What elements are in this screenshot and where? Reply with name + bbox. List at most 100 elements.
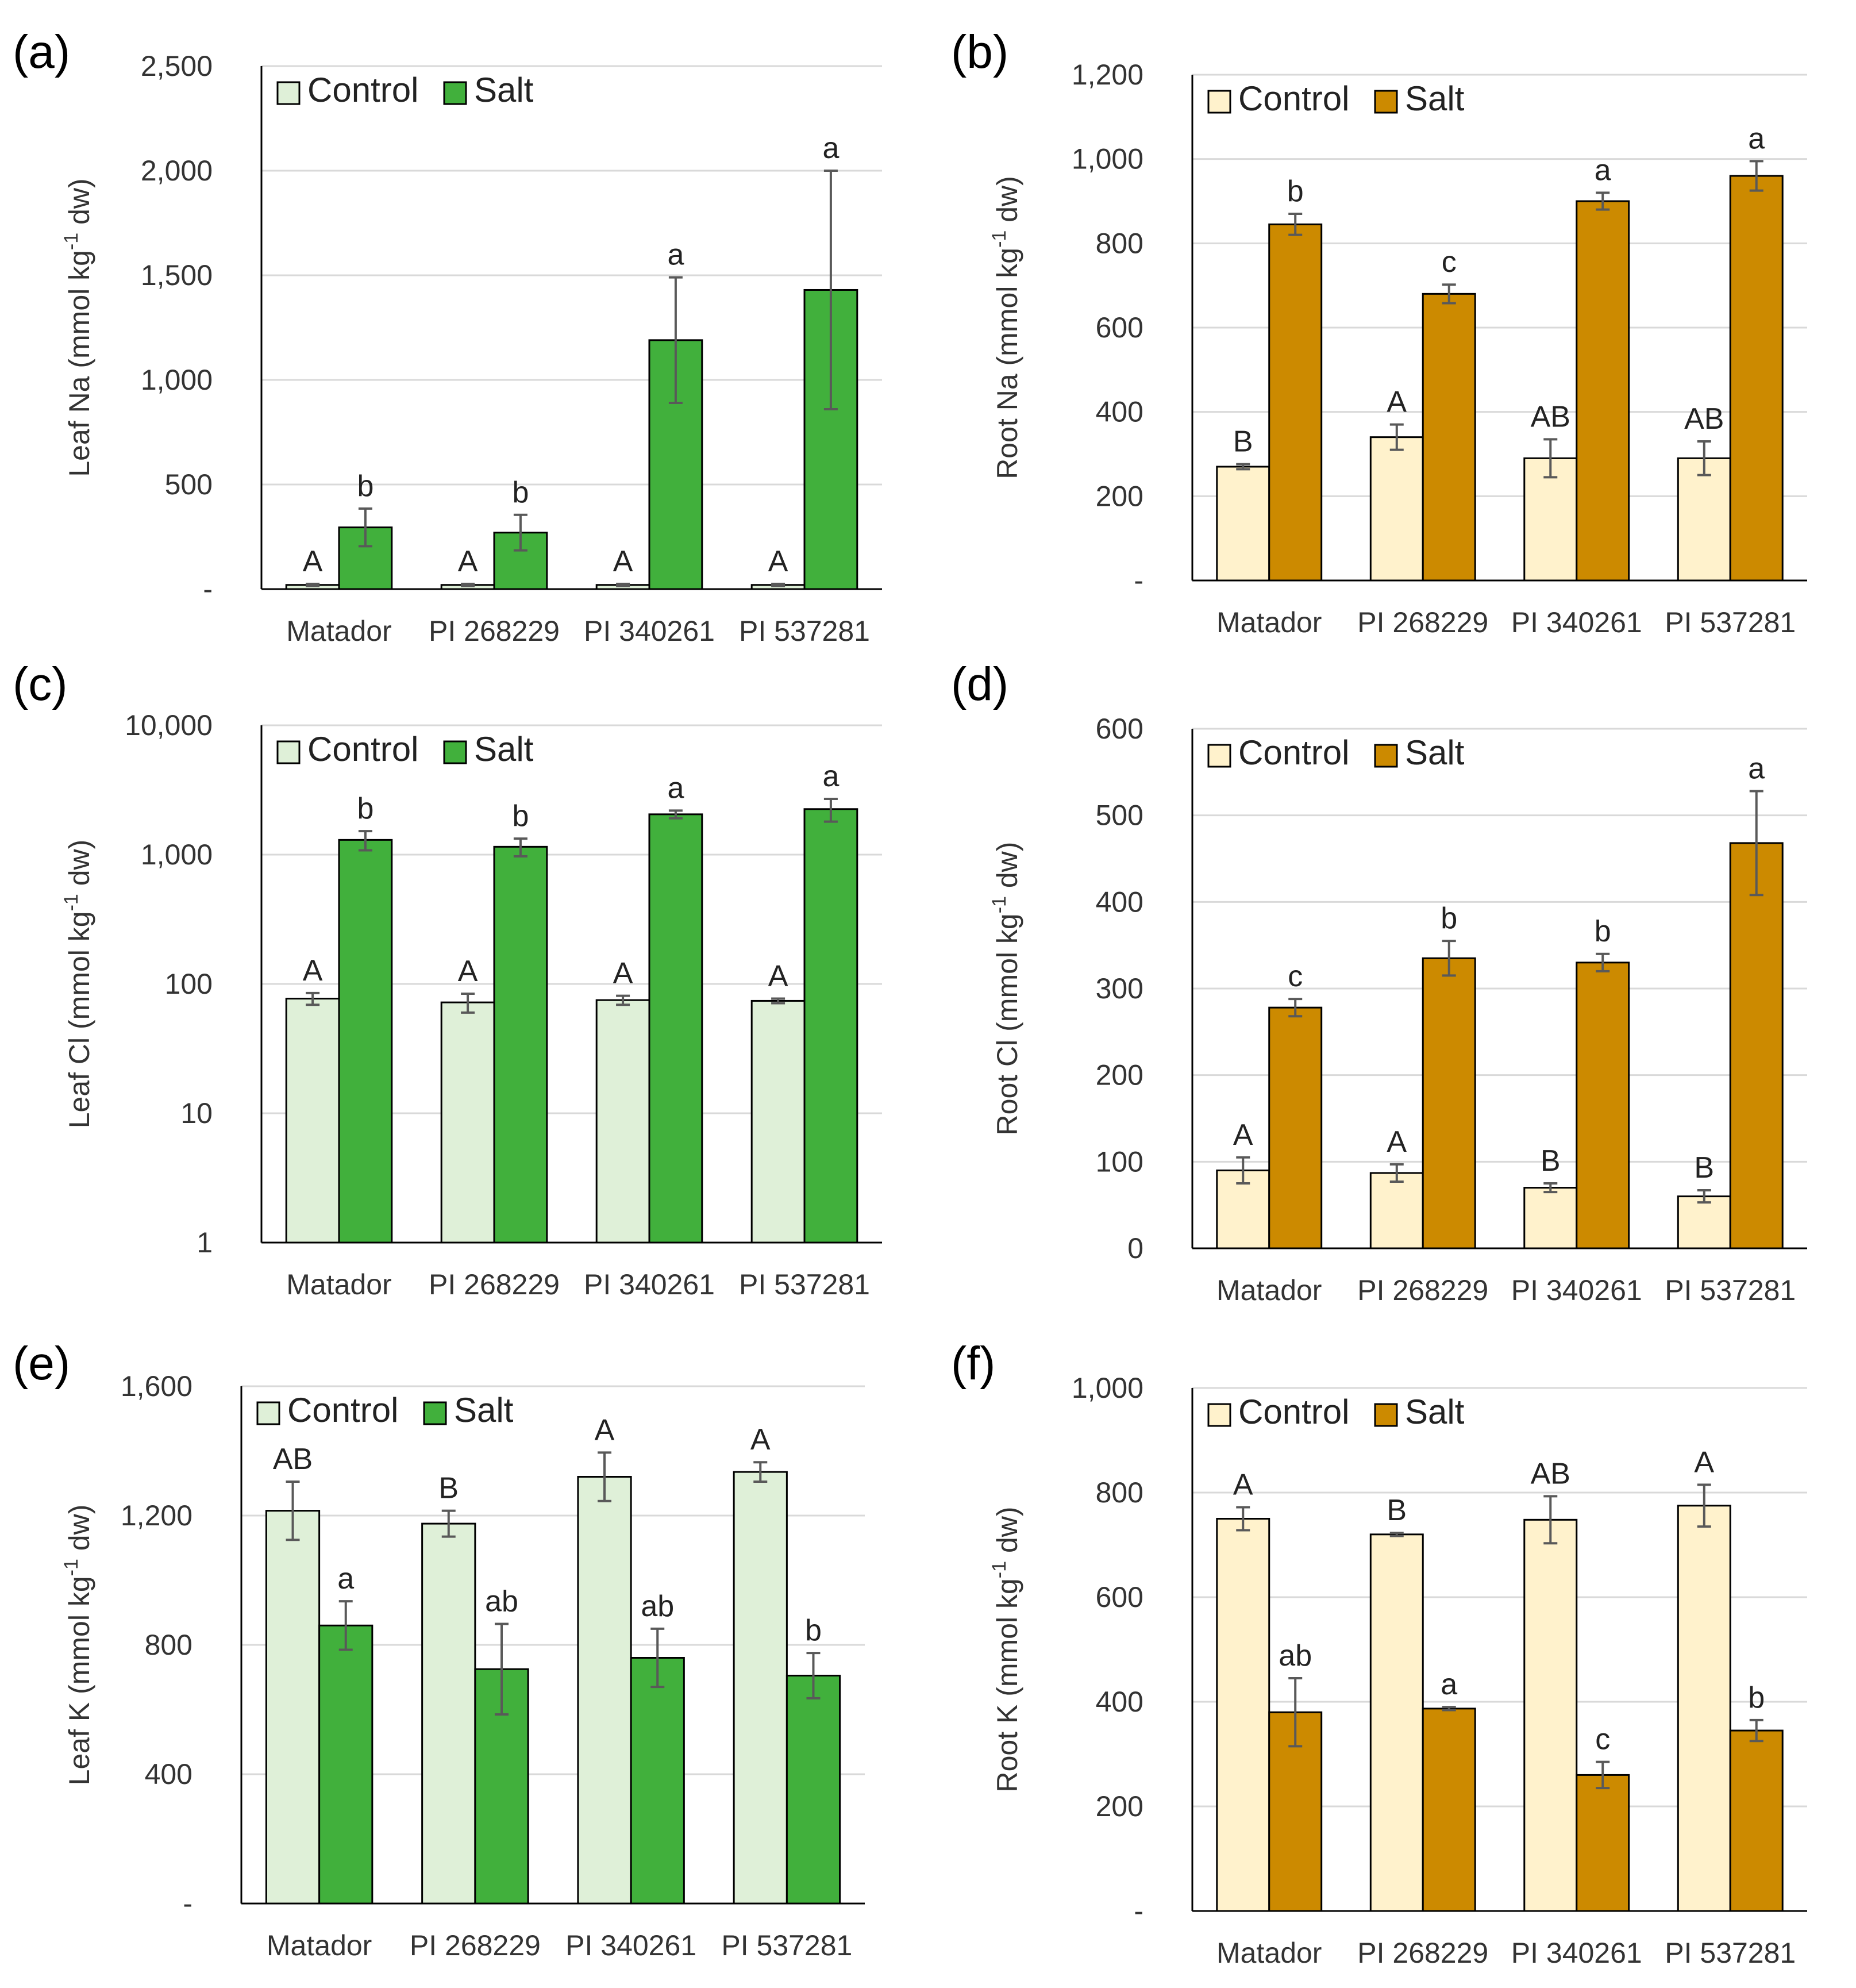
panel-b: (b) - 200 400 600 800 1,000 1,200 Root Na (mmol … [951, 26, 1807, 639]
significance-letter: A [303, 545, 323, 578]
y-axis-title: Root Na (mmol kg-1 dw) [988, 176, 1023, 479]
y-tick-label: 800 [1096, 227, 1143, 259]
x-tick-label: PI 340261 [565, 1929, 696, 1962]
significance-letter: a [1748, 122, 1765, 155]
significance-letter: B [438, 1472, 459, 1505]
significance-letter: B [1541, 1144, 1561, 1178]
y-axis-title-superscript: -1 [988, 1561, 1010, 1578]
y-tick-label: 2,000 [141, 155, 213, 187]
bar-salt [338, 839, 393, 1244]
x-tick-label: PI 537281 [739, 1268, 870, 1301]
x-tick-label: PI 268229 [429, 615, 560, 647]
x-tick-label: PI 537281 [1665, 606, 1796, 639]
y-axis-title-main: Root K (mmol kg [991, 1578, 1023, 1792]
x-tick-label: PI 268229 [1357, 606, 1488, 639]
y-tick-label: 500 [1096, 799, 1143, 832]
panel-c: (c) 1 10 100 1,000 10,000 Leaf Cl (mmol kg-1 d… [13, 658, 882, 1301]
bar-salt [493, 532, 548, 590]
legend-swatch-control [276, 81, 301, 105]
significance-letter: c [1595, 1723, 1610, 1756]
significance-letter: A [595, 1413, 615, 1447]
significance-letter: A [768, 545, 788, 578]
panel-e: (e) - 400 800 1,200 1,600 Leaf K (mmol kg-1 dw… [13, 1337, 865, 1962]
y-tick-label: 1,500 [141, 259, 213, 291]
x-tick-label: PI 268229 [1357, 1274, 1488, 1306]
bar-control [1677, 1195, 1731, 1249]
significance-letter: B [1694, 1151, 1714, 1185]
significance-letter: a [667, 771, 684, 805]
panel-d: (d) 0 100 200 300 400 500 600 Root Cl (mmol kg-1… [951, 658, 1807, 1306]
bar-salt [803, 808, 858, 1244]
panel-label: (b) [951, 26, 1008, 78]
y-tick-label: 800 [145, 1629, 192, 1661]
legend-label-control: Control [1238, 1393, 1349, 1431]
significance-letter: a [822, 760, 839, 793]
legend-label-control: Control [1238, 733, 1349, 772]
legend-swatch-control [1207, 1403, 1231, 1427]
significance-letter: b [1287, 175, 1304, 208]
bar-control [265, 1510, 321, 1905]
panel-label: (d) [951, 658, 1008, 710]
bar-salt [1422, 957, 1476, 1249]
y-axis-title-superscript: -1 [60, 894, 82, 911]
significance-letter: a [337, 1562, 354, 1595]
x-tick-label: PI 537281 [721, 1929, 852, 1962]
legend-swatch-salt [423, 1401, 447, 1425]
significance-letter: b [805, 1614, 822, 1647]
significance-letter: A [613, 957, 633, 990]
significance-letter: a [1441, 1668, 1457, 1701]
bar-control [285, 998, 340, 1244]
x-tick-label: PI 340261 [1511, 1274, 1642, 1306]
y-axis-title-superscript: -1 [988, 230, 1010, 248]
y-tick-label: 1,000 [1072, 1372, 1143, 1404]
x-tick-label: PI 340261 [1511, 606, 1642, 639]
significance-letter: A [1387, 1125, 1407, 1159]
x-tick-label: Matador [286, 615, 391, 647]
bar-control [733, 1471, 788, 1905]
bar-control [1369, 1533, 1424, 1912]
y-axis-title-end: dw) [991, 1506, 1023, 1560]
x-tick-label: PI 340261 [584, 1268, 715, 1301]
significance-letter: AB [273, 1443, 313, 1476]
legend-swatch-control [1207, 744, 1231, 768]
panel-label: (a) [13, 26, 70, 78]
y-tick-label: 600 [1096, 713, 1143, 745]
significance-letter: a [1748, 752, 1765, 785]
bar-salt [318, 1624, 373, 1905]
y-tick-label: 400 [1096, 886, 1143, 918]
significance-letter: a [1595, 153, 1611, 187]
x-tick-label: PI 340261 [1511, 1937, 1642, 1969]
significance-letter: B [1233, 425, 1253, 459]
bar-control [421, 1522, 476, 1905]
significance-letter: A [1387, 386, 1407, 419]
bar-control [1216, 466, 1270, 582]
x-tick-label: PI 537281 [1665, 1274, 1796, 1306]
y-axis-title-end: dw) [991, 176, 1023, 230]
y-tick-label: 1,600 [121, 1370, 192, 1402]
bar-salt [1576, 200, 1630, 582]
legend-label-salt: Salt [1405, 1393, 1465, 1431]
significance-letter: A [768, 960, 788, 993]
legend-label-salt: Salt [474, 730, 534, 768]
significance-letter: A [1233, 1468, 1253, 1501]
panel-a: (a) - 500 1,000 1,500 2,000 2,500 Leaf Na (mmol… [13, 26, 882, 647]
bar-salt [1576, 1774, 1630, 1912]
y-tick-label: - [1134, 564, 1143, 597]
legend-swatch-salt [443, 81, 467, 105]
y-tick-label: 200 [1096, 480, 1143, 512]
y-tick-label: 1,200 [1072, 59, 1143, 91]
legend-swatch-salt [1374, 90, 1398, 114]
significance-letter: A [613, 545, 633, 578]
legend-label-salt: Salt [1405, 79, 1465, 118]
y-axis-title: Leaf K (mmol kg-1 dw) [60, 1505, 95, 1786]
y-axis-title: Root K (mmol kg-1 dw) [988, 1506, 1023, 1792]
y-tick-label: 600 [1096, 1581, 1143, 1613]
legend-label-salt: Salt [474, 71, 534, 109]
x-tick-label: PI 537281 [1665, 1937, 1796, 1969]
x-tick-label: PI 268229 [429, 1268, 560, 1301]
y-axis-title-main: Root Cl (mmol kg [991, 913, 1023, 1135]
significance-letter: b [1441, 902, 1457, 935]
y-axis-title: Leaf Na (mmol kg-1 dw) [60, 178, 95, 476]
bar-salt [648, 813, 703, 1244]
